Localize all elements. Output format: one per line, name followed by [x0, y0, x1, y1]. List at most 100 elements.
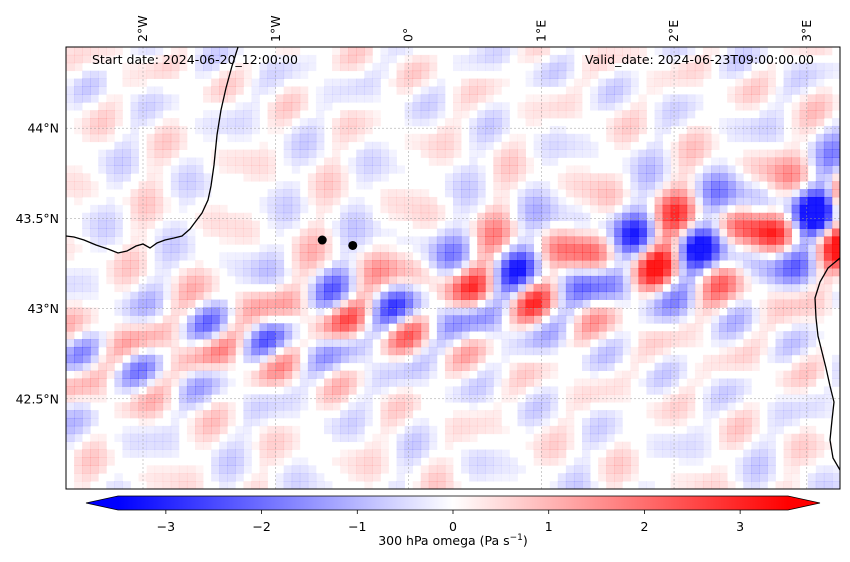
field-cell — [146, 102, 156, 111]
field-cell — [267, 165, 277, 174]
field-cell — [340, 236, 349, 245]
field-cell — [98, 449, 107, 458]
field-cell — [694, 283, 704, 293]
field-cell — [235, 339, 244, 348]
field-cell — [114, 220, 123, 229]
field-cell — [823, 212, 833, 222]
field-cell — [90, 473, 99, 482]
field-cell — [348, 346, 357, 356]
field-cell — [469, 386, 478, 395]
field-cell — [614, 299, 623, 308]
field-cell — [307, 252, 317, 261]
field-cell — [582, 394, 591, 403]
field-cell — [211, 204, 220, 214]
field-cell — [291, 196, 301, 206]
field-cell — [90, 189, 99, 198]
field-cell — [275, 94, 285, 103]
field-cell — [678, 299, 688, 308]
field-cell — [654, 220, 664, 229]
field-cell — [815, 47, 825, 56]
field-cell — [267, 118, 277, 127]
field-cell — [582, 62, 591, 72]
field-cell — [444, 173, 454, 182]
field-cell — [106, 204, 115, 214]
field-cell — [759, 260, 768, 269]
field-cell — [195, 378, 204, 387]
field-cell — [436, 331, 446, 340]
field-cell — [598, 315, 607, 324]
field-cell — [364, 410, 373, 419]
field-cell — [259, 141, 268, 150]
field-cell — [106, 125, 115, 135]
field-cell — [606, 394, 615, 403]
field-cell — [178, 268, 188, 277]
field-cell — [573, 291, 583, 300]
field-cell — [195, 260, 204, 269]
field-cell — [614, 196, 623, 206]
field-cell — [340, 125, 349, 135]
field-cell — [590, 102, 599, 111]
field-cell — [380, 370, 389, 379]
field-cell — [178, 346, 188, 356]
field-cell — [517, 196, 526, 206]
field-cell — [388, 370, 397, 379]
field-cell — [719, 378, 728, 387]
field-cell — [469, 86, 478, 95]
field-cell — [74, 417, 83, 427]
field-cell — [340, 331, 349, 340]
field-cell — [557, 449, 567, 458]
field-cell — [82, 94, 91, 103]
field-cell — [759, 54, 768, 64]
field-cell — [275, 402, 285, 411]
field-cell — [686, 394, 696, 403]
field-cell — [90, 465, 99, 474]
field-cell — [509, 244, 518, 253]
field-cell — [203, 212, 212, 222]
field-cell — [340, 86, 349, 95]
field-cell — [146, 417, 156, 427]
field-cell — [469, 275, 478, 285]
field-cell — [332, 402, 341, 411]
field-cell — [66, 433, 75, 443]
field-cell — [807, 457, 817, 466]
field-cell — [598, 307, 607, 316]
field-cell — [227, 323, 236, 332]
field-cell — [404, 102, 414, 111]
field-cell — [340, 204, 349, 214]
field-cell — [662, 252, 672, 261]
field-cell — [396, 291, 406, 300]
field-cell — [283, 86, 293, 95]
field-cell — [662, 47, 672, 56]
field-cell — [251, 125, 260, 135]
field-cell — [396, 410, 406, 419]
field-cell — [686, 339, 696, 348]
field-cell — [565, 299, 575, 308]
field-cell — [582, 220, 591, 229]
field-cell — [694, 189, 704, 198]
field-cell — [622, 70, 631, 79]
field-cell — [533, 417, 543, 427]
field-cell — [791, 331, 801, 340]
field-cell — [485, 339, 494, 348]
field-cell — [823, 141, 833, 150]
field-cell — [541, 94, 551, 103]
field-cell — [590, 307, 599, 316]
field-cell — [275, 339, 285, 348]
field-cell — [372, 110, 381, 119]
field-cell — [767, 110, 776, 119]
field-cell — [291, 331, 301, 340]
field-cell — [767, 260, 776, 269]
field-cell — [243, 110, 252, 119]
field-cell — [74, 54, 83, 64]
field-cell — [162, 228, 172, 237]
field-cell — [412, 354, 422, 364]
field-cell — [477, 133, 486, 143]
field-cell — [743, 378, 752, 387]
field-cell — [767, 315, 776, 324]
field-cell — [307, 173, 317, 182]
field-cell — [565, 386, 575, 395]
field-cell — [356, 315, 365, 324]
field-cell — [211, 283, 220, 293]
field-cell — [82, 291, 91, 300]
field-cell — [606, 275, 615, 285]
